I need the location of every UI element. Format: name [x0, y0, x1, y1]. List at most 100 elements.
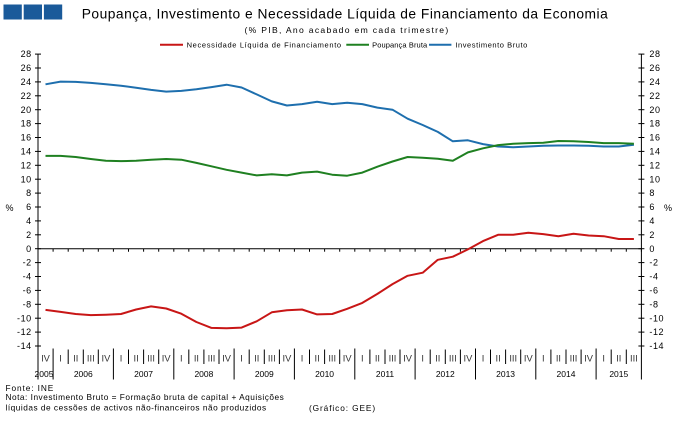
svg-text:II: II — [616, 353, 621, 363]
svg-text:líquidas de cessões de activos: líquidas de cessões de activos não-finan… — [6, 403, 267, 413]
svg-text:0: 0 — [649, 244, 655, 254]
svg-text:Fonte: INE: Fonte: INE — [6, 383, 55, 393]
svg-text:II: II — [556, 353, 561, 363]
svg-text:12: 12 — [21, 160, 32, 170]
svg-text:IV: IV — [524, 353, 534, 363]
svg-text:-2: -2 — [23, 258, 32, 268]
svg-text:10: 10 — [21, 174, 32, 184]
svg-text:20: 20 — [649, 105, 660, 115]
svg-text:-10: -10 — [649, 313, 664, 323]
svg-text:IV: IV — [283, 353, 293, 363]
svg-text:I: I — [180, 353, 183, 363]
svg-text:II: II — [134, 353, 139, 363]
svg-text:8: 8 — [649, 188, 655, 198]
svg-text:2005: 2005 — [35, 369, 54, 379]
svg-text:6: 6 — [649, 202, 655, 212]
svg-text:24: 24 — [649, 77, 660, 87]
svg-text:12: 12 — [649, 160, 660, 170]
svg-text:(Gráfico: GEE): (Gráfico: GEE) — [309, 403, 376, 413]
svg-text:I: I — [421, 353, 424, 363]
svg-text:2013: 2013 — [496, 369, 515, 379]
svg-text:2006: 2006 — [74, 369, 93, 379]
svg-text:III: III — [268, 353, 276, 363]
svg-text:14: 14 — [649, 147, 660, 157]
svg-text:I: I — [542, 353, 545, 363]
svg-text:Poupança, Investimento e Neces: Poupança, Investimento e Necessidade Líq… — [82, 7, 609, 22]
svg-text:Poupança Bruta: Poupança Bruta — [372, 40, 428, 49]
svg-text:0: 0 — [26, 244, 32, 254]
svg-text:2: 2 — [649, 230, 655, 240]
svg-text:16: 16 — [21, 133, 32, 143]
svg-text:18: 18 — [21, 119, 32, 129]
svg-text:IV: IV — [464, 353, 474, 363]
svg-text:III: III — [630, 353, 638, 363]
svg-text:4: 4 — [26, 216, 32, 226]
svg-text:I: I — [602, 353, 605, 363]
svg-text:IV: IV — [41, 353, 51, 363]
svg-text:22: 22 — [21, 91, 32, 101]
svg-text:-8: -8 — [23, 299, 32, 309]
svg-text:2008: 2008 — [194, 369, 213, 379]
svg-text:%: % — [664, 203, 672, 213]
svg-text:2015: 2015 — [609, 369, 628, 379]
svg-text:-12: -12 — [649, 327, 664, 337]
svg-text:II: II — [435, 353, 440, 363]
svg-text:I: I — [120, 353, 123, 363]
svg-text:2014: 2014 — [557, 369, 576, 379]
svg-text:I: I — [482, 353, 485, 363]
svg-text:2011: 2011 — [376, 369, 395, 379]
svg-text:-6: -6 — [23, 286, 32, 296]
svg-text:-6: -6 — [649, 286, 658, 296]
svg-text:Investimento Bruto: Investimento Bruto — [455, 40, 527, 49]
svg-text:26: 26 — [649, 63, 660, 73]
svg-text:II: II — [73, 353, 78, 363]
svg-text:III: III — [389, 353, 397, 363]
svg-text:14: 14 — [21, 147, 32, 157]
svg-text:-4: -4 — [649, 272, 658, 282]
svg-text:-8: -8 — [649, 299, 658, 309]
svg-text:IV: IV — [403, 353, 413, 363]
svg-text:II: II — [375, 353, 380, 363]
svg-text:-4: -4 — [23, 272, 32, 282]
svg-text:2: 2 — [26, 230, 32, 240]
svg-text:Nota: Investimento Bruto = For: Nota: Investimento Bruto = Formação brut… — [6, 392, 285, 402]
svg-text:I: I — [301, 353, 304, 363]
svg-text:10: 10 — [649, 174, 660, 184]
svg-text:-2: -2 — [649, 258, 658, 268]
svg-text:IV: IV — [222, 353, 232, 363]
svg-text:20: 20 — [21, 105, 32, 115]
svg-text:III: III — [208, 353, 216, 363]
svg-text:-14: -14 — [17, 341, 32, 351]
svg-text:III: III — [87, 353, 95, 363]
svg-text:III: III — [449, 353, 457, 363]
svg-text:IV: IV — [343, 353, 353, 363]
svg-text:IV: IV — [584, 353, 594, 363]
svg-text:2007: 2007 — [134, 369, 153, 379]
svg-text:22: 22 — [649, 91, 660, 101]
svg-text:26: 26 — [21, 63, 32, 73]
svg-text:-10: -10 — [17, 313, 32, 323]
svg-text:III: III — [328, 353, 336, 363]
svg-text:28: 28 — [649, 49, 660, 59]
svg-text:%: % — [5, 203, 13, 213]
svg-text:-14: -14 — [649, 341, 664, 351]
svg-text:I: I — [361, 353, 364, 363]
svg-text:II: II — [194, 353, 199, 363]
svg-text:III: III — [509, 353, 517, 363]
svg-text:2010: 2010 — [315, 369, 334, 379]
svg-text:2012: 2012 — [436, 369, 455, 379]
svg-text:Necessidade Líquida de Financi: Necessidade Líquida de Financiamento — [187, 40, 342, 49]
svg-text:2009: 2009 — [255, 369, 274, 379]
svg-text:I: I — [240, 353, 243, 363]
svg-text:IV: IV — [102, 353, 112, 363]
svg-text:(% PIB, Ano acabado em cada tr: (% PIB, Ano acabado em cada trimestre) — [244, 25, 449, 35]
svg-text:6: 6 — [26, 202, 32, 212]
svg-text:III: III — [147, 353, 155, 363]
svg-text:8: 8 — [26, 188, 32, 198]
svg-text:16: 16 — [649, 133, 660, 143]
svg-text:IV: IV — [162, 353, 172, 363]
svg-text:II: II — [254, 353, 259, 363]
svg-text:-12: -12 — [17, 327, 32, 337]
svg-text:I: I — [59, 353, 62, 363]
svg-text:4: 4 — [649, 216, 655, 226]
